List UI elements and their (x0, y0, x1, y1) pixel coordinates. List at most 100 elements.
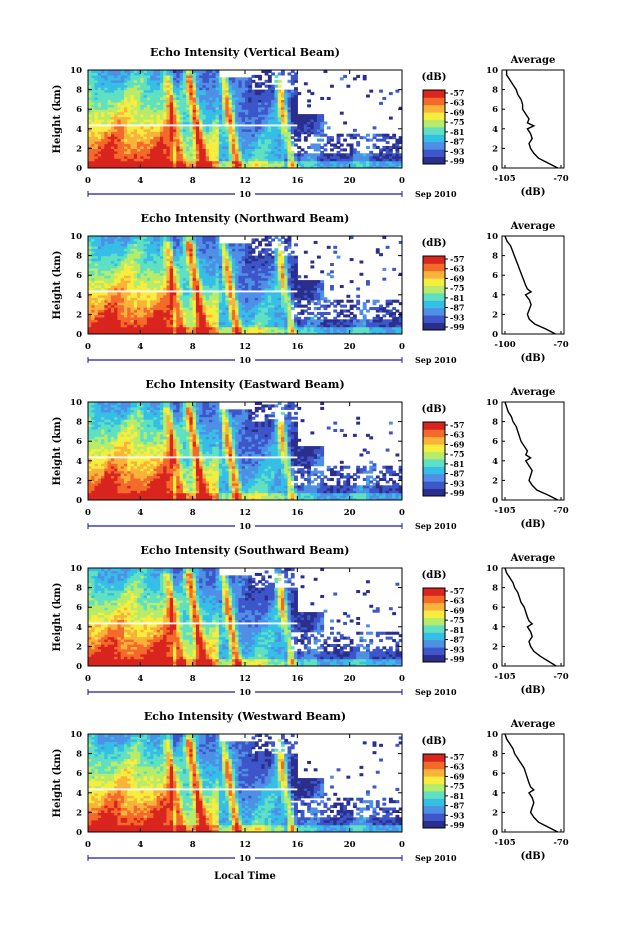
heatmap-cell (297, 150, 302, 154)
heatmap-cell (235, 136, 240, 140)
heatmap-cell (209, 260, 213, 264)
heatmap-cell (231, 143, 236, 147)
heatmap-cell (150, 299, 155, 303)
heatmap-cell (146, 99, 151, 103)
heatmap-cell (127, 309, 132, 313)
heatmap-cell (231, 326, 236, 330)
heatmap-cell (212, 109, 217, 113)
heatmap-cell (97, 158, 102, 162)
heatmap-cell (176, 153, 181, 157)
heatmap-cell (254, 133, 259, 137)
heatmap-cell (382, 160, 387, 164)
heatmap-cell (277, 119, 282, 123)
heatmap-cell (110, 126, 115, 130)
heatmap-cell (294, 111, 298, 115)
heatmap-cell (287, 165, 292, 168)
heatmap-cell (192, 119, 197, 123)
heatmap-cell (199, 285, 204, 289)
heatmap-cell (91, 316, 96, 320)
heatmap-cell (310, 160, 315, 164)
heatmap-cell (156, 160, 161, 164)
heatmap-cell (310, 123, 315, 127)
heatmap-cell (231, 282, 236, 286)
heatmap-cell (107, 326, 112, 330)
heatmap-cell (101, 314, 105, 318)
heatmap-cell (120, 304, 125, 308)
heatmap-cell (209, 153, 213, 157)
heatmap-cell (133, 77, 138, 81)
heatmap-cell (356, 158, 361, 162)
heatmap-cell (222, 92, 226, 96)
heatmap-cell (182, 128, 187, 132)
heatmap-cell (385, 155, 390, 159)
heatmap-cell (209, 89, 213, 93)
heatmap-cell (153, 121, 158, 125)
heatmap-cell (130, 280, 135, 284)
heatmap-cell (222, 304, 226, 308)
heatmap-cell (215, 277, 220, 281)
heatmap-cell (280, 104, 285, 108)
heatmap-cell (218, 311, 223, 315)
heatmap-cell (140, 236, 145, 240)
heatmap-cell (150, 155, 155, 159)
heatmap-cell (326, 163, 331, 167)
heatmap-cell (290, 79, 295, 83)
heatmap-cell (169, 106, 174, 110)
heatmap-cell (290, 77, 295, 81)
heatmap-cell (297, 121, 302, 125)
heatmap-cell (212, 302, 217, 306)
heatmap-cell (166, 136, 171, 140)
heatmap-cell (123, 307, 128, 311)
heatmap-cell (110, 104, 115, 108)
heatmap-cell (127, 275, 132, 279)
heatmap-cell (182, 321, 187, 325)
heatmap-cell (169, 153, 174, 157)
heatmap-cell (343, 148, 347, 152)
heatmap-cell (127, 96, 132, 100)
heatmap-cell (159, 316, 164, 320)
heatmap-cell (235, 316, 240, 320)
heatmap-cell (186, 104, 190, 108)
heatmap-cell (215, 92, 220, 96)
heatmap-cell (114, 280, 119, 284)
heatmap-cell (274, 163, 279, 167)
heatmap-cell (120, 138, 125, 142)
heatmap-cell (150, 326, 155, 330)
heatmap-cell (251, 321, 256, 325)
heatmap-cell (336, 145, 341, 149)
heatmap-cell (114, 329, 119, 333)
heatmap-cell (156, 302, 161, 306)
heatmap-cell (205, 109, 210, 113)
heatmap-cell (284, 160, 289, 164)
heatmap-cell (182, 101, 187, 105)
heatmap-cell (235, 121, 240, 125)
heatmap-cell (238, 119, 243, 123)
heatmap-cell (271, 106, 276, 110)
heatmap-cell (199, 267, 204, 271)
heatmap-cell (137, 153, 141, 157)
heatmap-cell (153, 255, 158, 259)
heatmap-cell (176, 255, 181, 259)
heatmap-cell (261, 92, 266, 96)
heatmap-cell (199, 319, 204, 323)
heatmap-cell (343, 160, 347, 164)
heatmap-cell (195, 307, 200, 311)
heatmap-cell (104, 128, 109, 132)
heatmap-cell (192, 282, 197, 286)
heatmap-cell (130, 309, 135, 313)
heatmap-cell (280, 119, 285, 123)
heatmap-cell (140, 101, 145, 105)
heatmap-cell (212, 79, 217, 83)
heatmap-cell (261, 258, 266, 262)
heatmap-cell (189, 258, 194, 262)
heatmap-cell (150, 255, 155, 259)
heatmap-cell (245, 153, 249, 157)
heatmap-cell (238, 155, 243, 159)
heatmap-cell (153, 287, 158, 291)
heatmap-cell (356, 141, 361, 145)
heatmap-cell (245, 119, 249, 123)
heatmap-cell (346, 153, 351, 157)
heatmap-cell (379, 148, 383, 152)
heatmap-cell (212, 331, 217, 334)
heatmap-cell (107, 243, 112, 247)
